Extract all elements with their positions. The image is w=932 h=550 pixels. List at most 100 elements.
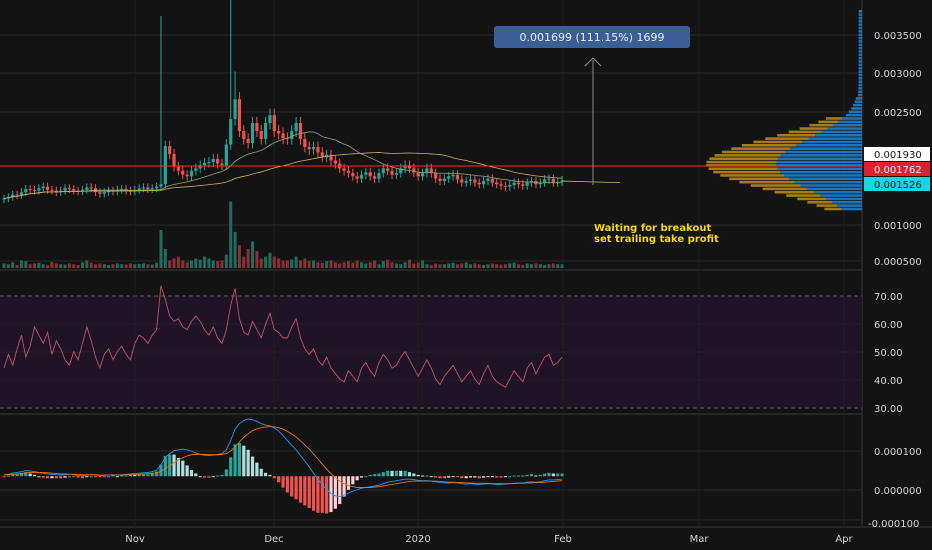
rsi-axis[interactable]: 70.00 60.00 50.00 40.00 30.00 <box>874 292 903 415</box>
vp-bar-down <box>731 147 791 150</box>
candle-body <box>237 99 242 132</box>
candle-body <box>85 187 89 190</box>
volume-bar <box>434 263 438 268</box>
macd-histogram-bar <box>551 473 555 477</box>
measure-label-box <box>494 26 690 48</box>
vp-bar-up <box>858 87 862 90</box>
candle-body <box>185 174 189 177</box>
macd-histogram-bar <box>255 462 259 477</box>
vp-bar-up <box>821 130 862 134</box>
volume-bar <box>447 263 451 268</box>
candle-body <box>359 174 364 179</box>
macd-histogram-bar <box>477 476 481 479</box>
vp-bar-down <box>709 157 779 160</box>
candle-body <box>508 185 512 187</box>
macd-histogram-bar <box>277 476 281 483</box>
candle-body <box>451 174 455 177</box>
macd-histogram-bar <box>429 476 433 478</box>
candle-body <box>547 178 551 180</box>
vp-bar-down <box>706 160 777 164</box>
candle-body <box>189 170 194 177</box>
price-label-red-box <box>864 162 930 176</box>
macd-histogram-bar <box>111 475 115 477</box>
volume-bar <box>442 264 446 268</box>
macd-histogram-bar <box>434 476 438 478</box>
volume-bar <box>172 258 176 268</box>
volume-bar <box>168 260 172 268</box>
candle-body <box>229 119 233 145</box>
volume-bar <box>268 252 272 268</box>
volume-bar <box>460 263 464 268</box>
candle-body <box>168 146 172 155</box>
volume-bar <box>399 264 403 268</box>
candle-body <box>316 146 320 153</box>
vp-bar-up <box>858 36 862 40</box>
time-tick-mar: Mar <box>690 534 710 545</box>
volume-bar <box>298 260 302 268</box>
vp-bar-up <box>858 90 862 93</box>
price-label-white-box <box>864 147 930 161</box>
candle-body <box>294 123 298 132</box>
vp-bar-up <box>858 73 862 77</box>
candle-body <box>298 123 303 139</box>
candle-body <box>377 173 381 179</box>
volume-bar <box>59 264 63 268</box>
candle-body <box>490 178 494 183</box>
macd-histogram-bar <box>189 470 194 477</box>
macd-histogram-bar <box>246 449 250 477</box>
macd-histogram-bar <box>464 476 468 479</box>
volume-bar <box>272 256 276 268</box>
macd-histogram-bar <box>76 476 80 478</box>
volume-bar <box>150 264 154 268</box>
volume-bar <box>133 264 137 268</box>
candle-body <box>434 173 438 179</box>
volume-bar <box>381 261 385 268</box>
volume-bar <box>368 262 372 268</box>
vp-bar-up <box>820 194 862 197</box>
volume-bar <box>277 258 281 268</box>
volume-bar <box>333 262 337 268</box>
time-axis[interactable]: Nov Dec 2020 Feb Mar Apr <box>125 534 853 545</box>
volume-bar <box>346 261 350 268</box>
macd-histogram-bar <box>460 476 464 479</box>
macd-histogram-bar <box>547 472 551 477</box>
candle-body <box>28 189 32 190</box>
macd-histogram-bar <box>176 457 180 477</box>
vp-bar-down <box>753 140 803 144</box>
volume-bar <box>107 264 111 268</box>
measure-arrowhead-icon <box>584 57 602 67</box>
vp-bar-down <box>824 207 842 211</box>
macd-histogram-bar <box>128 474 133 477</box>
macd-histogram-bar <box>290 476 294 497</box>
macd-histogram-bar <box>63 476 67 478</box>
volume-bar <box>538 264 542 268</box>
volume-bar <box>386 259 390 268</box>
vp-bar-up <box>858 63 862 67</box>
volume-bar <box>290 259 294 268</box>
vp-bar-up <box>858 26 862 30</box>
volume-bar <box>163 249 167 268</box>
macd-histogram-bar <box>107 476 111 478</box>
volume-bar <box>94 264 98 268</box>
vp-bar-up <box>858 77 862 80</box>
volume-bar <box>543 264 547 268</box>
macd-histogram-bar <box>93 476 98 478</box>
macd-histogram-bar <box>442 476 446 479</box>
price-axis[interactable]: 0.003500 0.003000 0.002500 0.001000 0.00… <box>864 31 930 268</box>
candle-body <box>381 168 385 174</box>
macd-axis[interactable]: 0.000100 0.000000 -0.000100 <box>868 447 922 530</box>
candle-body <box>495 182 499 185</box>
vp-bar-up <box>858 60 862 63</box>
time-tick-apr: Apr <box>835 534 853 545</box>
vp-bar-up <box>790 147 862 150</box>
candle-body <box>482 181 486 185</box>
volume-bar <box>80 262 84 268</box>
vp-bar-up <box>858 30 862 33</box>
macd-histogram-bar <box>325 476 329 514</box>
volume-bar <box>429 264 433 268</box>
volume-bar <box>85 260 89 268</box>
volume-bar <box>469 264 473 268</box>
price-tick-0: 0.003500 <box>874 31 922 42</box>
macd-histogram-bar <box>560 473 564 477</box>
